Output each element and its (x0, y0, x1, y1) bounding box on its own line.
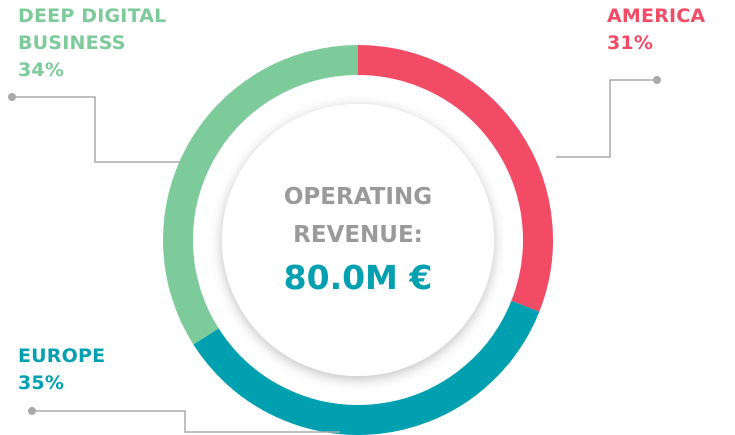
segment-label: DEEP DIGITAL BUSINESS 34% (18, 3, 218, 84)
chart-title: OPERATING REVENUE: (283, 184, 433, 248)
center-disc (222, 104, 494, 376)
center-text: OPERATING REVENUE: 80.0M € (248, 178, 468, 300)
value-label: 34% (18, 59, 65, 81)
donut-segment (193, 300, 540, 435)
donut (163, 45, 553, 435)
donut-segment (163, 45, 359, 345)
segment-label: AMERICA 31% (607, 3, 732, 57)
total-value: 80.0M € (283, 258, 433, 297)
leader-dots (8, 76, 661, 415)
leader-line (556, 79, 657, 158)
value-label: 31% (607, 32, 654, 54)
leader-line (32, 410, 340, 433)
category-label: EUROPE (18, 345, 106, 367)
value-label: 35% (18, 372, 65, 394)
leader-dot (28, 407, 36, 415)
leader-dot (653, 76, 661, 84)
category-label: AMERICA (607, 5, 706, 27)
donut-segment (357, 45, 553, 312)
leader-line (12, 96, 180, 163)
segment-label: EUROPE 35% (18, 343, 218, 397)
category-label: DEEP DIGITAL BUSINESS (18, 5, 167, 54)
leaders (12, 79, 657, 433)
leader-dot (8, 93, 16, 101)
